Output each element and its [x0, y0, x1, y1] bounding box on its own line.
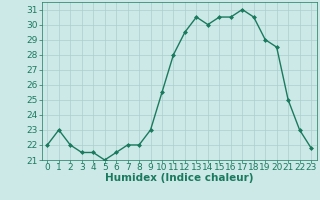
X-axis label: Humidex (Indice chaleur): Humidex (Indice chaleur)	[105, 173, 253, 183]
